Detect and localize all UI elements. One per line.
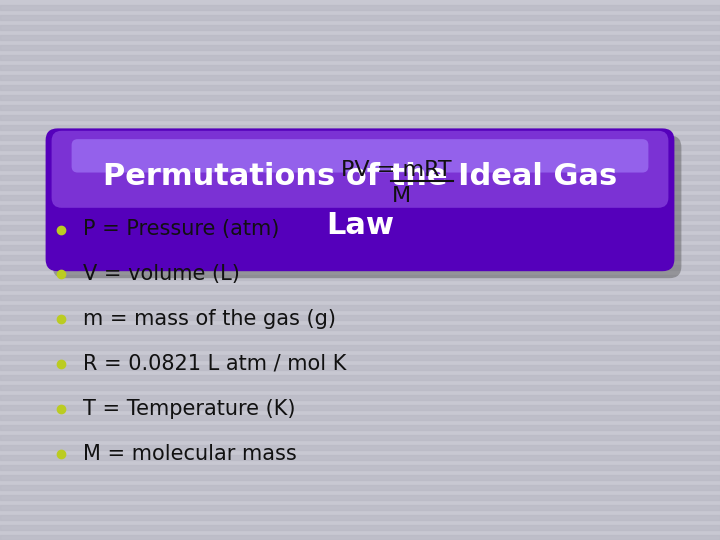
Bar	[0, 195, 720, 200]
FancyBboxPatch shape	[53, 136, 681, 278]
Bar	[0, 315, 720, 320]
Bar	[0, 395, 720, 400]
Bar	[0, 175, 720, 180]
Bar	[0, 485, 720, 490]
Text: M = molecular mass: M = molecular mass	[83, 443, 297, 464]
Bar	[0, 405, 720, 410]
Bar	[0, 365, 720, 370]
Text: m = mass of the gas (g): m = mass of the gas (g)	[83, 309, 336, 329]
Bar	[0, 455, 720, 460]
Bar	[0, 525, 720, 530]
Text: PV = mRT: PV = mRT	[341, 160, 451, 180]
Bar	[0, 445, 720, 450]
Bar	[0, 35, 720, 40]
Bar	[0, 115, 720, 120]
Bar	[0, 505, 720, 510]
Bar	[0, 275, 720, 280]
Bar	[0, 125, 720, 130]
Text: V = volume (L): V = volume (L)	[83, 264, 240, 285]
Text: M: M	[392, 186, 410, 206]
Bar	[0, 185, 720, 190]
Bar	[0, 435, 720, 440]
Bar	[0, 205, 720, 210]
Bar	[0, 375, 720, 380]
Bar	[0, 495, 720, 500]
Bar	[0, 255, 720, 260]
Bar	[0, 65, 720, 70]
Bar	[0, 535, 720, 540]
Bar	[0, 335, 720, 340]
Bar	[0, 25, 720, 30]
FancyBboxPatch shape	[52, 131, 668, 208]
Bar	[0, 355, 720, 360]
Bar	[0, 5, 720, 10]
Text: P = Pressure (atm): P = Pressure (atm)	[83, 219, 279, 240]
Bar	[0, 235, 720, 240]
Bar	[0, 515, 720, 520]
Bar	[0, 145, 720, 150]
Bar	[0, 75, 720, 80]
Bar	[0, 165, 720, 170]
Bar	[0, 385, 720, 390]
Text: Law: Law	[326, 212, 394, 240]
Bar	[0, 105, 720, 110]
Bar	[0, 345, 720, 350]
Bar	[0, 475, 720, 480]
Bar	[0, 15, 720, 20]
Bar	[0, 85, 720, 90]
Bar	[0, 135, 720, 140]
Bar	[0, 225, 720, 230]
Bar	[0, 245, 720, 250]
Bar	[0, 95, 720, 100]
FancyBboxPatch shape	[71, 139, 649, 173]
Bar	[0, 325, 720, 330]
Bar	[0, 465, 720, 470]
Text: T = Temperature (K): T = Temperature (K)	[83, 399, 295, 419]
Text: R = 0.0821 L atm / mol K: R = 0.0821 L atm / mol K	[83, 354, 346, 374]
Bar	[0, 215, 720, 220]
Bar	[0, 305, 720, 310]
Bar	[0, 295, 720, 300]
Bar	[0, 425, 720, 430]
Bar	[0, 55, 720, 60]
Bar	[0, 155, 720, 160]
Bar	[0, 285, 720, 290]
Text: Permutations of the Ideal Gas: Permutations of the Ideal Gas	[103, 161, 617, 191]
FancyBboxPatch shape	[45, 129, 675, 271]
Bar	[0, 415, 720, 420]
Bar	[0, 45, 720, 50]
Bar	[0, 265, 720, 270]
